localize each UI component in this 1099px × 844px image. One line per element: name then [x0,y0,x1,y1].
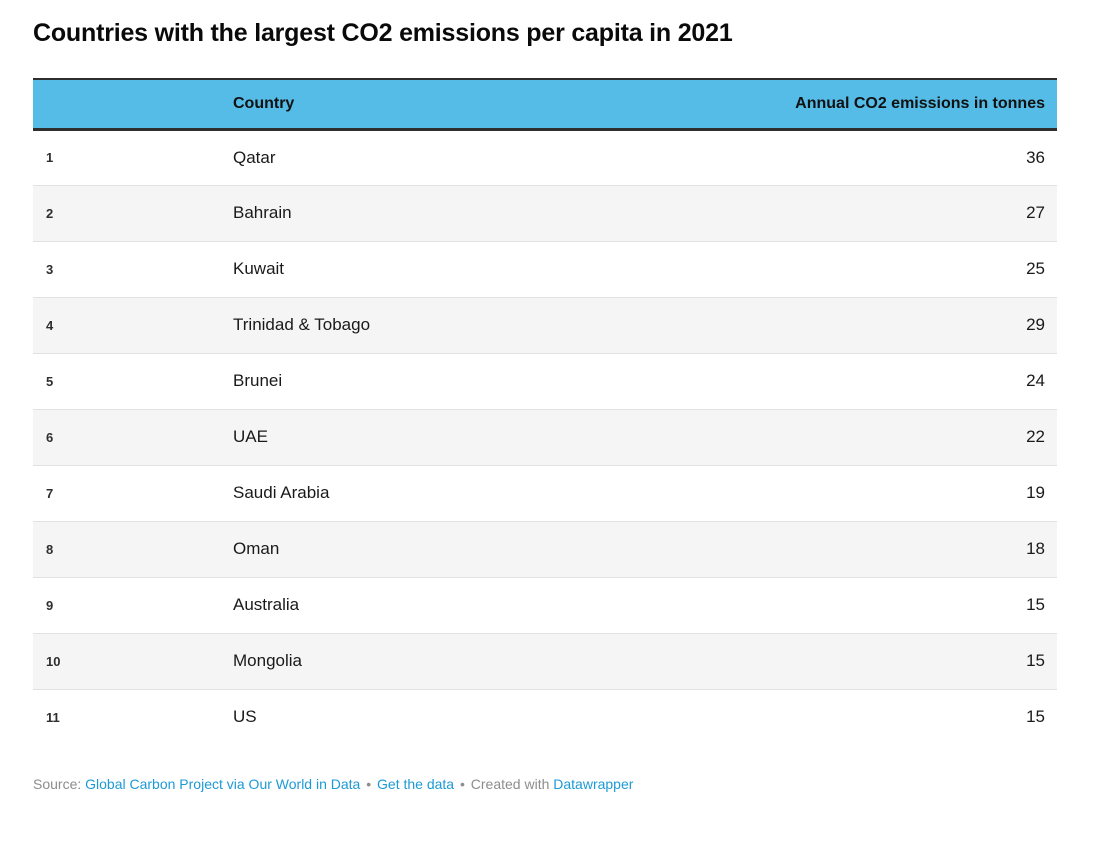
country-cell: Saudi Arabia [233,483,330,502]
rank-cell: 7 [46,485,54,501]
table-header-row: Country Annual CO2 emissions in tonnes [33,78,1057,131]
country-cell: Australia [233,595,300,614]
rank-cell: 8 [46,541,54,557]
value-cell: 29 [1026,315,1045,334]
country-cell: Mongolia [233,651,302,670]
table-row: 1 Qatar 36 [33,129,1057,185]
chart-title: Countries with the largest CO2 emissions… [33,19,733,47]
table-row: 5 Brunei 24 [33,353,1057,409]
value-cell: 15 [1026,651,1045,670]
country-cell: Oman [233,539,280,558]
table-row: 6 UAE 22 [33,409,1057,465]
value-cell: 27 [1026,203,1045,222]
rank-cell: 2 [46,205,54,221]
emissions-table: Country Annual CO2 emissions in tonnes 1… [33,78,1057,745]
header-rank [33,78,233,131]
country-cell: Kuwait [233,259,285,278]
created-with-label: Created with [470,776,550,792]
datawrapper-link[interactable]: Datawrapper [553,776,634,792]
country-cell: US [233,707,257,727]
country-cell: Brunei [233,371,283,390]
table-row: 11 US 15 [33,689,1057,745]
header-value: Annual CO2 emissions in tonnes [727,78,1057,131]
value-cell: 15 [1026,707,1045,727]
value-cell: 25 [1026,259,1045,278]
rank-cell: 9 [46,597,54,613]
country-cell: Trinidad & Tobago [233,315,371,334]
country-cell: Bahrain [233,203,292,222]
country-cell: Qatar [233,147,276,167]
value-cell: 19 [1026,483,1045,502]
rank-cell: 5 [46,373,54,389]
get-the-data-link[interactable]: Get the data [377,776,455,792]
rank-cell: 11 [46,709,60,725]
rank-cell: 10 [46,653,61,669]
value-cell: 24 [1026,371,1045,390]
table-row: 8 Oman 18 [33,521,1057,577]
rank-cell: 4 [46,317,54,333]
table-row: 7 Saudi Arabia 19 [33,465,1057,521]
value-cell: 15 [1026,595,1045,614]
source-link[interactable]: Global Carbon Project via Our World in D… [85,776,361,792]
rank-cell: 1 [46,150,54,165]
table-row: 9 Australia 15 [33,577,1057,633]
rank-cell: 3 [46,261,54,277]
separator-dot: • [366,776,372,792]
source-label: Source: [33,776,82,792]
table-row: 2 Bahrain 27 [33,185,1057,241]
rank-cell: 6 [46,429,54,445]
country-cell: UAE [233,427,268,446]
table-row: 4 Trinidad & Tobago 29 [33,297,1057,353]
separator-dot: • [459,776,465,792]
value-cell: 22 [1026,427,1045,446]
value-cell: 18 [1026,539,1045,558]
header-country: Country [233,78,727,131]
table-row: 3 Kuwait 25 [33,241,1057,297]
value-cell: 36 [1026,147,1045,167]
table-row: 10 Mongolia 15 [33,633,1057,689]
footer: Source: Global Carbon Project via Our Wo… [33,776,1057,792]
